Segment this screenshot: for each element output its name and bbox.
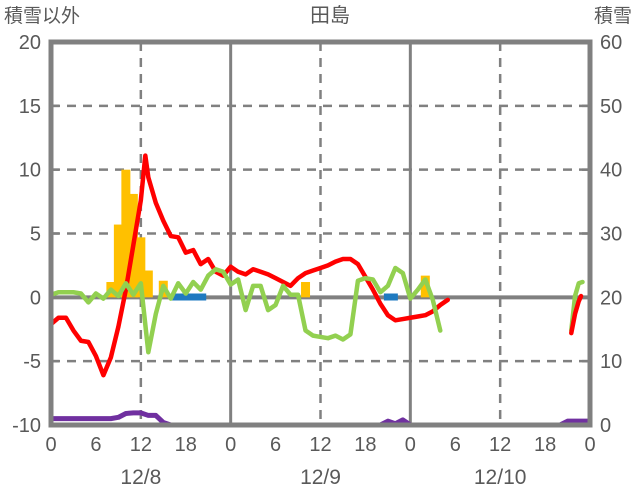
right-axis-title: 積雪 [594, 5, 632, 27]
y2-tick-label: 50 [600, 96, 622, 118]
x-date-label: 12/10 [474, 466, 527, 489]
y-tick-label: -10 [12, 415, 41, 437]
x-tick-label: 6 [450, 434, 461, 456]
x-date-label: 12/8 [120, 466, 161, 489]
y-tick-label: 5 [30, 224, 41, 246]
x-tick-label: 18 [354, 434, 376, 456]
y2-tick-label: 20 [600, 287, 622, 309]
y2-tick-label: 0 [600, 415, 611, 437]
x-tick-label: 12 [309, 434, 331, 456]
y-tick-label: 20 [19, 32, 41, 54]
y2-tick-label: 10 [600, 351, 622, 373]
y-tick-label: 15 [19, 96, 41, 118]
x-tick-label: 0 [584, 434, 595, 456]
y2-tick-label: 40 [600, 160, 622, 182]
x-tick-label: 0 [45, 434, 56, 456]
x-tick-label: 12 [489, 434, 511, 456]
y2-tick-label: 60 [600, 32, 622, 54]
x-tick-label: 0 [405, 434, 416, 456]
x-tick-label: 18 [534, 434, 556, 456]
x-tick-label: 18 [175, 434, 197, 456]
y-tick-label: 0 [30, 287, 41, 309]
y-tick-label: -5 [23, 351, 41, 373]
plot-frame [48, 39, 593, 428]
x-date-label: 12/9 [300, 466, 341, 489]
x-tick-label: 6 [90, 434, 101, 456]
y-tick-label: 10 [19, 160, 41, 182]
chart-title: 田島 [310, 4, 350, 27]
x-tick-label: 6 [270, 434, 281, 456]
snowfall-markers [171, 293, 398, 301]
y2-tick-label: 30 [600, 224, 622, 246]
x-tick-label: 12 [130, 434, 152, 456]
left-axis-title: 積雪以外 [4, 5, 80, 27]
x-tick-label: 0 [225, 434, 236, 456]
